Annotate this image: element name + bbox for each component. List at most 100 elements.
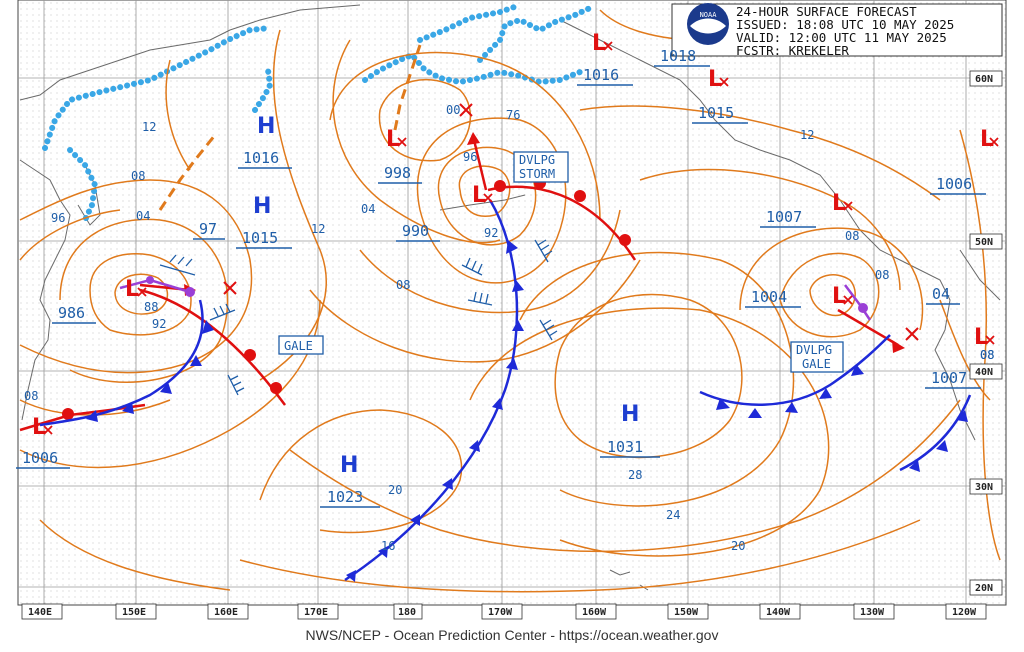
isobar-label: 88 xyxy=(144,300,158,314)
isobar-label: 08 xyxy=(875,268,889,282)
low-center: L 990 xyxy=(396,183,486,242)
lat-label: 30N xyxy=(975,482,993,493)
noaa-logo-text: NOAA xyxy=(700,11,718,19)
svg-text:04: 04 xyxy=(932,285,950,303)
map-background xyxy=(17,0,1007,606)
warnings: GALE DVLPG STORM DVLPG GALE xyxy=(278,151,844,373)
svg-text:L: L xyxy=(832,284,846,309)
isobar-label: 00 xyxy=(446,103,460,117)
latitude-labels: 60N 50N 40N 30N 20N xyxy=(969,70,1003,596)
header-title: 24-HOUR SURFACE FORECAST xyxy=(736,4,917,19)
lon-label: 150W xyxy=(674,607,699,618)
isobar-label: 04 xyxy=(361,202,375,216)
low-centers: L 986 L 998 L 990 L 1006 L 1004 L 1007 xyxy=(16,31,994,469)
low-center: L 1015 xyxy=(692,67,748,124)
header-issued: ISSUED: 18:08 UTC 10 MAY 2025 xyxy=(736,17,954,32)
svg-text:L: L xyxy=(125,277,139,302)
developing-storm-warning: DVLPG STORM xyxy=(513,151,569,183)
isobar-labels: 12 08 04 96 92 88 08 04 12 08 92 96 00 7… xyxy=(24,103,994,553)
cold-fronts xyxy=(39,199,972,582)
svg-text:1007: 1007 xyxy=(931,369,967,387)
lon-label: 130W xyxy=(860,607,885,618)
isobar-label: 12 xyxy=(311,222,325,236)
lon-label: 140E xyxy=(28,607,52,618)
header-box: NOAA 24-HOUR SURFACE FORECAST ISSUED: 18… xyxy=(671,3,1003,58)
isobar-label: 76 xyxy=(506,108,520,122)
forecast-positions xyxy=(223,103,919,341)
isobar-label: 28 xyxy=(628,468,642,482)
high-center: H 1023 xyxy=(320,453,380,508)
low-center: 97 xyxy=(193,220,225,240)
svg-text:1016: 1016 xyxy=(583,66,619,84)
isobar-label: 12 xyxy=(142,120,156,134)
lon-label: 140W xyxy=(766,607,791,618)
header-valid: VALID: 12:00 UTC 11 MAY 2025 xyxy=(736,30,947,45)
lat-label: 60N xyxy=(975,74,993,85)
svg-text:1006: 1006 xyxy=(936,175,972,193)
svg-text:L: L xyxy=(832,191,846,216)
svg-text:990: 990 xyxy=(402,222,429,240)
lat-label: 50N xyxy=(975,237,993,248)
svg-text:1023: 1023 xyxy=(327,488,363,506)
isobar-label: 08 xyxy=(396,278,410,292)
svg-text:H: H xyxy=(621,402,639,427)
svg-text:1006: 1006 xyxy=(22,449,58,467)
svg-text:1031: 1031 xyxy=(607,438,643,456)
troughs xyxy=(158,44,422,211)
gale-warning: GALE xyxy=(278,335,324,355)
high-center: H 1015 xyxy=(236,194,292,249)
svg-text:1007: 1007 xyxy=(766,208,802,226)
svg-text:L: L xyxy=(32,415,46,440)
svg-text:97: 97 xyxy=(199,220,217,238)
svg-text:1015: 1015 xyxy=(242,229,278,247)
isobar-label: 08 xyxy=(980,348,994,362)
svg-text:1018: 1018 xyxy=(660,47,696,65)
high-centers: H 1016 H 1015 H 1023 H 1031 xyxy=(236,114,660,508)
svg-text:GALE: GALE xyxy=(284,339,313,353)
lon-label: 160W xyxy=(582,607,607,618)
isobar-label: 08 xyxy=(980,348,994,362)
high-center: H 1031 xyxy=(600,402,660,458)
lon-label: 120W xyxy=(952,607,977,618)
isobar-label: 24 xyxy=(666,508,680,522)
low-center: 1018 xyxy=(654,47,710,67)
svg-text:L: L xyxy=(974,325,988,350)
low-center: L 1006 xyxy=(16,415,70,469)
footer-credit: NWS/NCEP - Ocean Prediction Center - htt… xyxy=(306,627,719,643)
lon-label: 170E xyxy=(304,607,328,618)
isobar-label: 96 xyxy=(463,150,477,164)
isobar-label: 12 xyxy=(800,128,814,142)
isobar-label: 08 xyxy=(24,389,38,403)
svg-text:986: 986 xyxy=(58,304,85,322)
lon-label: 150E xyxy=(122,607,146,618)
lat-label: 40N xyxy=(975,367,993,378)
header-forecaster: FCSTR: KREKELER xyxy=(736,43,849,58)
isobar-label: 08 xyxy=(845,229,859,243)
svg-text:1015: 1015 xyxy=(698,104,734,122)
developing-gale-label-2: GALE xyxy=(802,357,831,371)
svg-text:998: 998 xyxy=(384,164,411,182)
svg-text:H: H xyxy=(253,194,271,219)
isobar-label: 20 xyxy=(388,483,402,497)
lon-label: 180 xyxy=(398,607,416,618)
longitude-labels: 140E 150E 160E 170E 180 170W 160W 150W 1… xyxy=(21,603,987,620)
high-center: H 1016 xyxy=(238,114,292,169)
isobar-label: 16 xyxy=(381,539,395,553)
isobar-label: 92 xyxy=(484,226,498,240)
occluded-fronts xyxy=(119,276,872,321)
low-center: L 1004 xyxy=(745,284,846,309)
developing-gale-warning: DVLPG GALE xyxy=(790,341,844,373)
svg-text:L: L xyxy=(386,127,400,152)
developing-storm-label: DVLPG xyxy=(519,153,555,167)
svg-text:L: L xyxy=(708,67,722,92)
isobar-label: 20 xyxy=(731,539,745,553)
svg-text:H: H xyxy=(257,114,275,139)
low-center: L 1016 xyxy=(577,31,633,86)
svg-text:H: H xyxy=(340,453,358,478)
lat-label: 20N xyxy=(975,583,993,594)
lon-label: 160E xyxy=(214,607,238,618)
isobar-label: 96 xyxy=(51,211,65,225)
low-center: L 986 xyxy=(52,277,139,324)
developing-gale-label: DVLPG xyxy=(796,343,832,357)
isobar-label: 04 xyxy=(136,209,150,223)
